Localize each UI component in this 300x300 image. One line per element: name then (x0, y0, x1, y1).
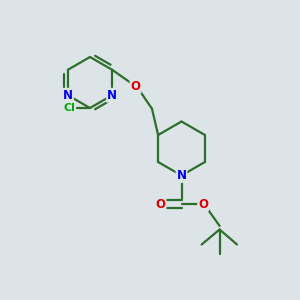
Text: O: O (155, 197, 166, 211)
Text: O: O (130, 80, 140, 93)
Text: O: O (198, 197, 208, 211)
Text: Cl: Cl (63, 103, 75, 113)
Text: N: N (107, 89, 117, 102)
Text: N: N (176, 169, 187, 182)
Text: N: N (63, 89, 73, 102)
